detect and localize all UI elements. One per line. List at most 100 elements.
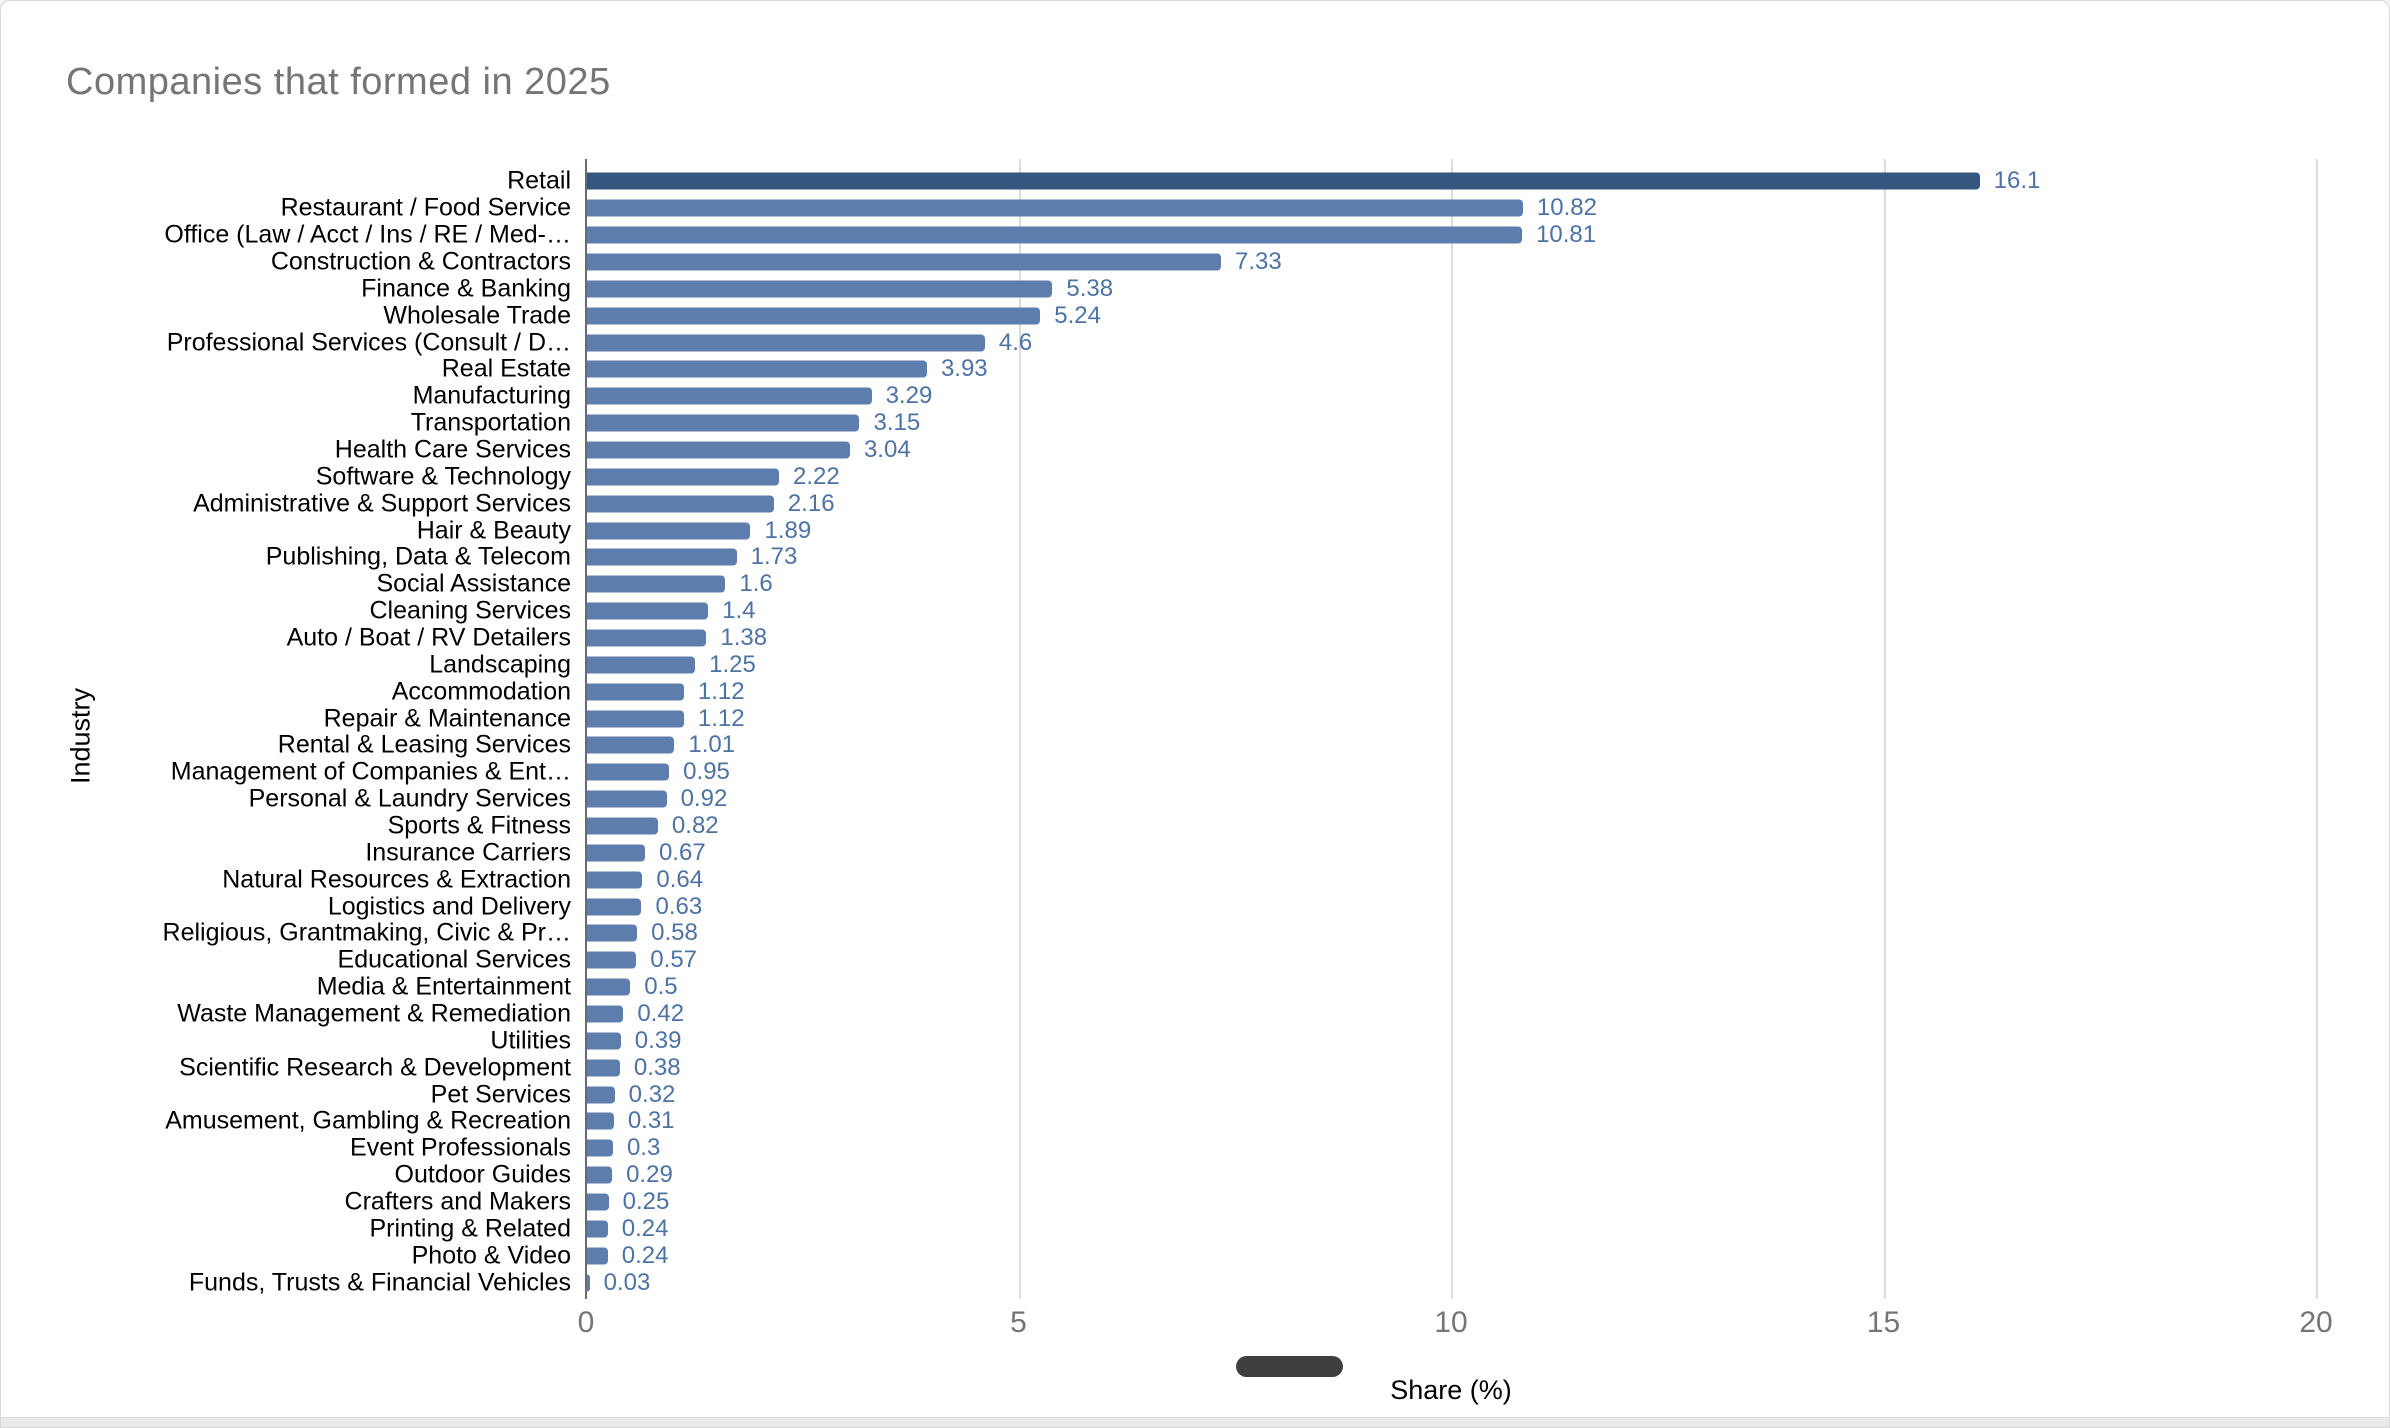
bar[interactable]	[587, 1139, 613, 1157]
bar-row: Manufacturing 3.29	[413, 382, 2316, 410]
value-label: 7.33	[1235, 247, 1282, 275]
bar-row: Funds, Trusts & Financial Vehicles 0.03	[189, 1268, 2316, 1296]
bar[interactable]	[587, 1059, 620, 1077]
bar[interactable]	[587, 763, 670, 781]
bar[interactable]	[587, 898, 642, 916]
category-label: Manufacturing	[412, 381, 571, 410]
value-label: 1.6	[739, 570, 773, 598]
bar-row: Auto / Boat / RV Detailers 1.38	[287, 623, 2316, 651]
value-label: 3.29	[885, 382, 933, 410]
category-label: Wholesale Trade	[383, 301, 571, 330]
bar[interactable]	[587, 602, 709, 620]
bar[interactable]	[587, 360, 927, 378]
bar[interactable]	[587, 334, 985, 352]
value-label: 1.73	[750, 543, 798, 571]
bar[interactable]	[587, 1112, 614, 1130]
bar-row: Administrative & Support Services 2.16	[193, 489, 2316, 517]
category-label: Hair & Beauty	[416, 516, 571, 545]
bar-row: Publishing, Data & Telecom 1.73	[266, 543, 2316, 571]
bar-row: Photo & Video 0.24	[412, 1241, 2316, 1269]
bar[interactable]	[587, 736, 675, 754]
bar[interactable]	[587, 710, 684, 728]
bar[interactable]	[587, 656, 696, 674]
value-label: 0.24	[621, 1214, 669, 1242]
category-label: Auto / Boat / RV Detailers	[286, 623, 571, 652]
x-tick-label: 5	[1010, 1306, 1027, 1339]
bar[interactable]	[587, 548, 737, 566]
category-label: Religious, Grantmaking, Civic & Pr…	[162, 918, 571, 947]
bar-row: Media & Entertainment 0.5	[317, 973, 2316, 1001]
category-label: Finance & Banking	[361, 274, 571, 303]
bar[interactable]	[587, 629, 707, 647]
x-tick-label: 20	[2299, 1306, 2333, 1339]
bar-row: Software & Technology 2.22	[316, 462, 2316, 490]
bar[interactable]	[587, 495, 774, 513]
gridline-x5	[1018, 159, 1021, 1299]
bar[interactable]	[587, 924, 638, 942]
category-label: Professional Services (Consult / D…	[166, 328, 571, 357]
category-label: Outdoor Guides	[394, 1160, 572, 1189]
axis-slider-pill[interactable]	[1236, 1356, 1343, 1377]
bar-row: Social Assistance 1.6	[376, 570, 2316, 598]
bar-row: Event Professionals 0.3	[350, 1134, 2316, 1162]
bar[interactable]	[587, 575, 726, 593]
value-label: 4.6	[998, 328, 1033, 356]
value-label: 0.42	[637, 999, 685, 1027]
bar[interactable]	[587, 226, 1523, 244]
value-label: 10.82	[1536, 194, 1597, 222]
bar[interactable]	[587, 172, 1980, 190]
bar[interactable]	[587, 522, 751, 540]
bar[interactable]	[587, 387, 872, 405]
bar[interactable]	[587, 414, 860, 432]
value-label: 1.12	[697, 704, 745, 732]
bar[interactable]	[587, 441, 850, 459]
value-label: 2.22	[793, 462, 840, 490]
bar-row: Hair & Beauty 1.89	[417, 516, 2316, 544]
bar[interactable]	[587, 1005, 624, 1023]
value-label: 5.38	[1066, 274, 1114, 302]
value-label: 0.32	[628, 1080, 676, 1108]
bar-row: Transportation 3.15	[411, 409, 2316, 437]
category-label: Photo & Video	[411, 1241, 571, 1270]
bar-row: Wholesale Trade 5.24	[383, 301, 2316, 329]
bar[interactable]	[587, 817, 658, 835]
bar-row: Management of Companies & Ent… 0.95	[171, 758, 2316, 786]
bar[interactable]	[587, 468, 780, 486]
bar[interactable]	[587, 978, 631, 996]
bar[interactable]	[587, 307, 1041, 325]
bar[interactable]	[587, 280, 1053, 298]
bar[interactable]	[587, 1166, 613, 1184]
bar[interactable]	[587, 844, 645, 862]
bar-row: Retail 16.1	[507, 167, 2316, 195]
bar[interactable]	[587, 1086, 615, 1104]
x-tick-label: 0	[577, 1306, 595, 1339]
value-label: 0.03	[603, 1268, 651, 1296]
value-label: 0.3	[626, 1134, 661, 1162]
category-label: Accommodation	[391, 677, 571, 706]
bar[interactable]	[587, 1220, 608, 1238]
bar[interactable]	[587, 683, 684, 701]
bar-row: Accommodation 1.12	[392, 677, 2316, 705]
bar[interactable]	[587, 951, 637, 969]
bar[interactable]	[587, 1032, 621, 1050]
bar[interactable]	[587, 1193, 609, 1211]
y-axis-title: Industry	[65, 687, 96, 785]
category-label: Transportation	[410, 408, 571, 437]
bar[interactable]	[587, 253, 1222, 271]
value-label: 0.58	[651, 919, 698, 947]
bar-row: Finance & Banking 5.38	[361, 274, 2316, 302]
bottom-scrollbar-track[interactable]	[1, 1417, 2389, 1427]
bar[interactable]	[587, 790, 667, 808]
value-label: 0.5	[644, 973, 678, 1001]
category-label: Management of Companies & Ent…	[170, 757, 571, 786]
category-label: Natural Resources & Extraction	[222, 865, 571, 894]
bar-row: Amusement, Gambling & Recreation 0.31	[165, 1107, 2316, 1135]
bar[interactable]	[587, 1247, 608, 1265]
bar-row: Rental & Leasing Services 1.01	[278, 731, 2316, 759]
value-label: 1.12	[697, 677, 745, 705]
bar[interactable]	[587, 1274, 590, 1292]
category-label: Office (Law / Acct / Ins / RE / Med-…	[164, 220, 571, 249]
bar[interactable]	[587, 199, 1523, 217]
bar[interactable]	[587, 871, 643, 889]
